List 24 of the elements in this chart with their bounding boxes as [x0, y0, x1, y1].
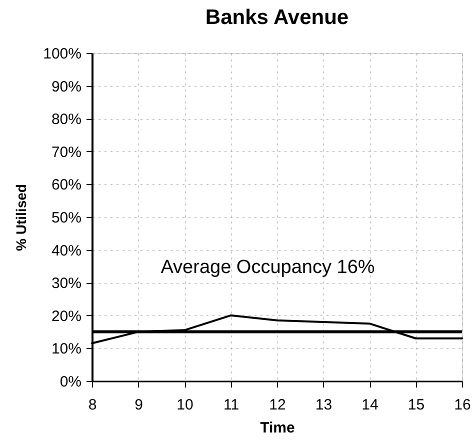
chart-title: Banks Avenue: [205, 6, 349, 29]
y-tick-label: 70%: [51, 144, 82, 161]
y-tick-label: 30%: [51, 275, 82, 292]
x-tick-label: 13: [315, 396, 332, 414]
x-tick-label: 15: [408, 396, 425, 414]
x-tick-label: 11: [223, 396, 240, 414]
x-tick-label: 9: [134, 396, 143, 414]
y-tick-label: 20%: [51, 308, 82, 325]
x-tick-label: 16: [454, 396, 471, 414]
x-axis-title: Time: [260, 420, 295, 436]
y-tick-label: 60%: [51, 176, 82, 194]
ref-line-label: Average Occupancy 16%: [160, 256, 375, 278]
y-tick-label: 80%: [51, 111, 82, 128]
y-tick-label: 50%: [51, 210, 82, 226]
y-tick-label: 10%: [51, 340, 82, 358]
x-tick-label: 14: [362, 396, 378, 414]
x-tick-label: 8: [88, 396, 97, 414]
y-tick-label: 0%: [60, 374, 82, 390]
y-axis-title: % Utilised: [13, 184, 30, 251]
x-tick-label: 12: [269, 396, 286, 414]
y-tick-label: 90%: [51, 78, 82, 96]
y-tick-label: 40%: [51, 242, 82, 260]
x-tick-label: 10: [176, 396, 194, 414]
y-tick-label: 100%: [43, 46, 82, 62]
